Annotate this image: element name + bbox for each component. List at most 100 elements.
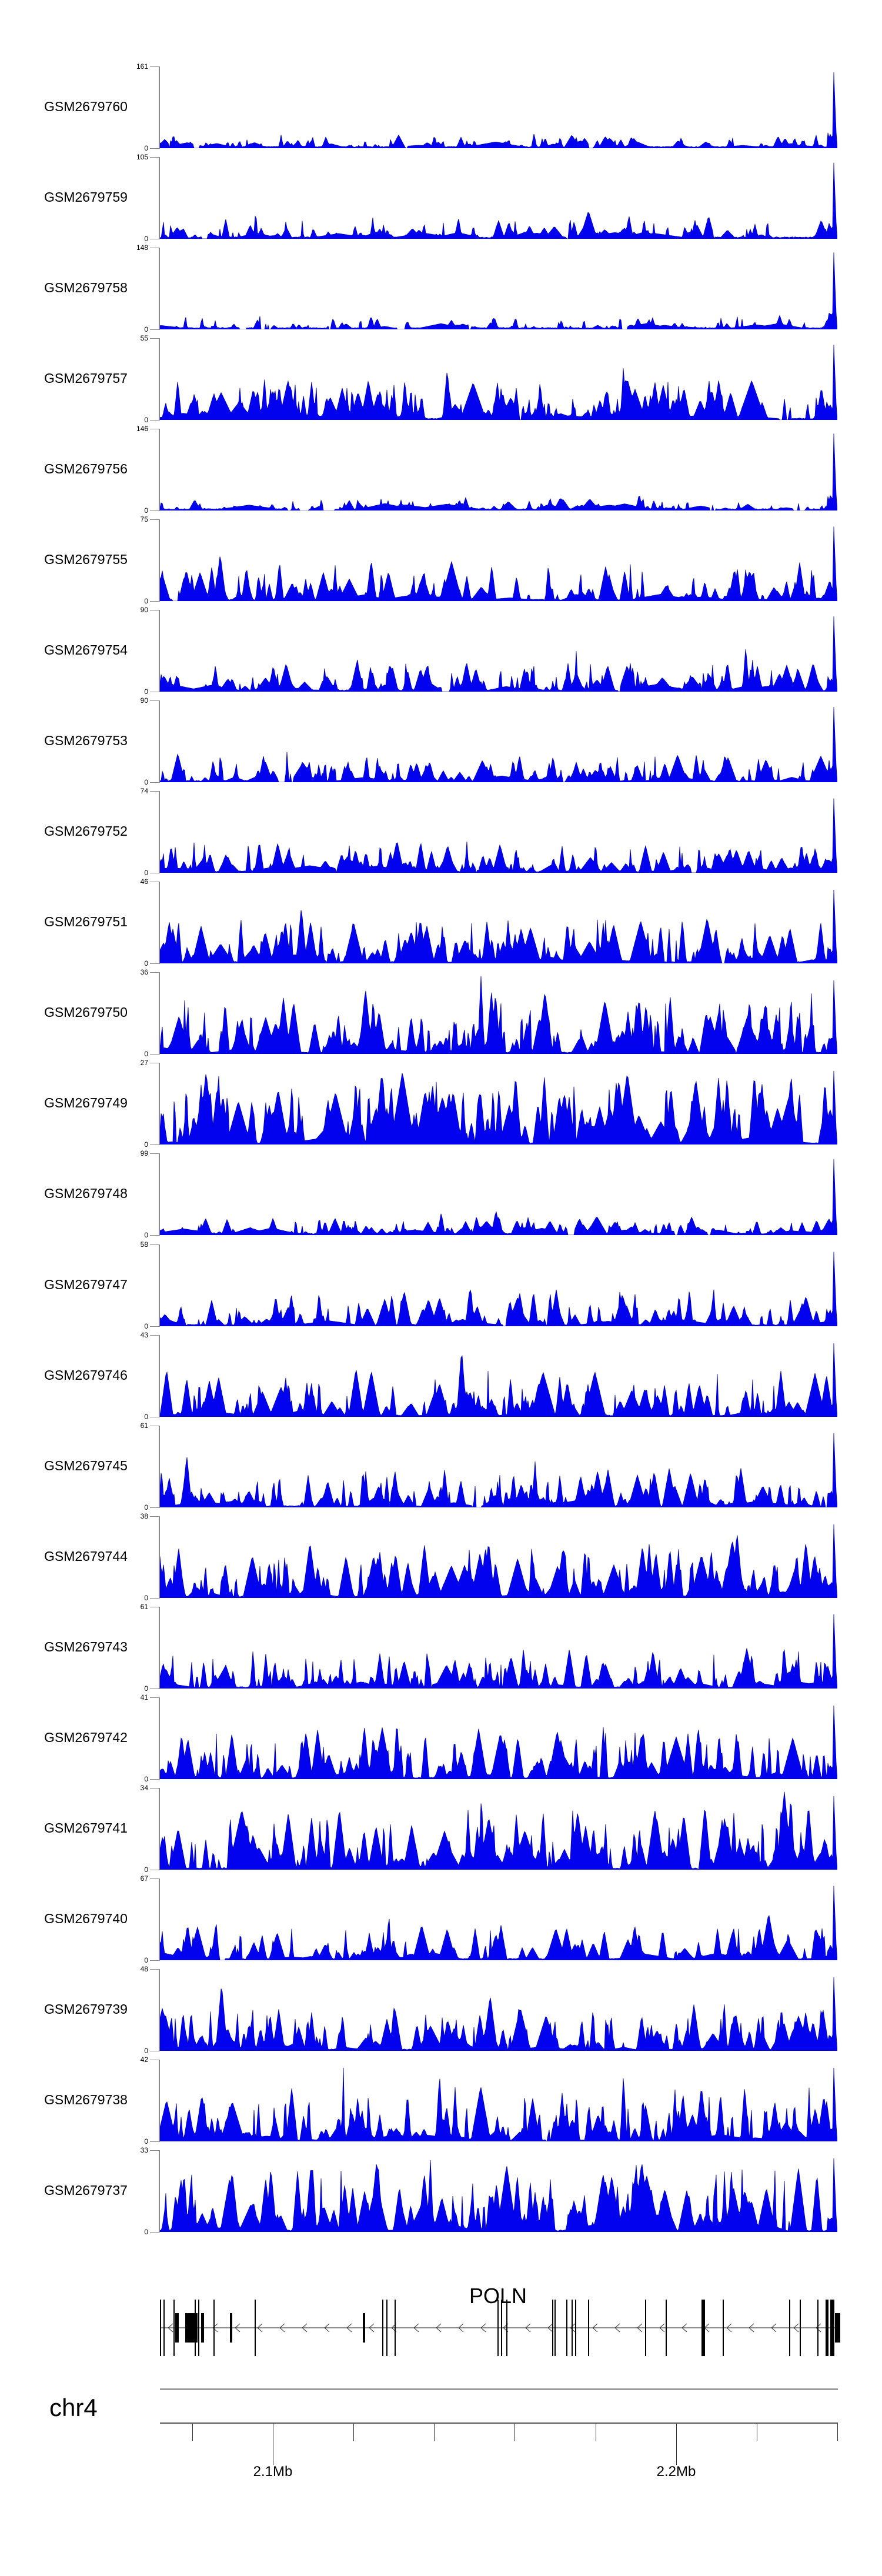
y-axis-line <box>159 610 160 692</box>
y-axis-max-label: 90 <box>140 606 148 614</box>
sample-label: GSM2679760 <box>44 99 128 114</box>
ruler-minor-tick <box>353 2424 354 2441</box>
y-axis-line <box>159 2060 160 2142</box>
track-row: GSM2679742 41 0 <box>0 1693 882 1788</box>
exon <box>826 2300 828 2356</box>
sample-label: GSM2679739 <box>44 2001 128 2017</box>
strand-arrow-icon <box>570 2323 576 2333</box>
exon <box>382 2300 383 2356</box>
y-axis-zero-tick <box>150 1779 159 1780</box>
strand-arrow-icon <box>257 2323 263 2333</box>
y-axis-zero-label: 0 <box>144 1866 148 1874</box>
sample-label: GSM2679751 <box>44 914 128 929</box>
exon <box>497 2300 499 2356</box>
ruler-major-label: 2.2Mb <box>656 2464 696 2480</box>
coverage-area <box>160 616 837 692</box>
exon <box>645 2300 646 2356</box>
y-axis-max-label: 67 <box>140 1874 148 1883</box>
y-axis-zero-label: 0 <box>144 778 148 786</box>
coverage-signal-plot <box>160 1252 837 1326</box>
strand-arrow-icon <box>212 2323 218 2333</box>
track-row: GSM2679739 48 0 <box>0 1965 882 2060</box>
coverage-area <box>160 433 837 510</box>
coverage-area <box>160 2067 837 2141</box>
coverage-area <box>160 1614 837 1689</box>
coverage-area <box>160 526 837 601</box>
y-axis-zero-tick <box>150 510 159 511</box>
y-axis-max-label: 34 <box>140 1784 148 1792</box>
coverage-area <box>160 345 837 420</box>
y-axis-zero-tick <box>150 1054 159 1055</box>
y-axis-max-label: 75 <box>140 515 148 523</box>
y-axis-line <box>159 700 160 783</box>
coverage-area <box>160 1159 837 1235</box>
track-row: GSM2679738 42 0 <box>0 2056 882 2150</box>
coverage-area <box>160 72 837 148</box>
sample-label: GSM2679741 <box>44 1820 128 1836</box>
coverage-signal-plot <box>160 1977 837 2051</box>
exon <box>363 2313 365 2343</box>
y-axis-line <box>159 1878 160 1961</box>
y-axis-max-label: 38 <box>140 1512 148 1520</box>
y-axis-top-tick <box>150 1516 159 1517</box>
y-axis-zero-label: 0 <box>144 1503 148 1511</box>
ruler-minor-tick <box>192 2424 193 2441</box>
coverage-signal-plot <box>160 1524 837 1598</box>
y-axis-zero-tick <box>150 1960 159 1961</box>
sample-label: GSM2679753 <box>44 733 128 748</box>
y-axis-max-label: 48 <box>140 1965 148 1973</box>
y-axis-zero-tick <box>150 782 159 783</box>
y-axis-top-tick <box>150 338 159 339</box>
exon <box>230 2313 232 2343</box>
strand-arrow-icon <box>480 2323 486 2333</box>
exon <box>386 2300 387 2356</box>
strand-arrow-icon <box>726 2323 732 2333</box>
y-axis-max-label: 99 <box>140 1149 148 1157</box>
strand-arrow-icon <box>525 2323 531 2333</box>
strand-arrow-icon <box>235 2323 240 2333</box>
coverage-signal-plot <box>160 707 837 782</box>
track-row: GSM2679758 148 0 <box>0 243 882 338</box>
y-axis-top-tick <box>150 519 159 520</box>
ruler-axis-line <box>160 2422 838 2424</box>
coverage-area <box>160 1977 837 2051</box>
exon <box>173 2300 175 2356</box>
coverage-area <box>160 976 837 1054</box>
y-axis-zero-tick <box>150 963 159 964</box>
y-axis-line <box>159 882 160 964</box>
coverage-signal-plot <box>160 616 837 692</box>
sample-label: GSM2679755 <box>44 552 128 567</box>
y-axis-max-label: 55 <box>140 334 148 342</box>
sample-label: GSM2679744 <box>44 1549 128 1564</box>
sample-label: GSM2679747 <box>44 1277 128 1292</box>
coverage-area <box>160 1070 837 1144</box>
coverage-area <box>160 162 837 239</box>
coverage-signal-plot <box>160 1343 837 1417</box>
y-axis-line <box>159 248 160 330</box>
sample-label: GSM2679754 <box>44 642 128 658</box>
strand-arrow-icon <box>637 2323 643 2333</box>
coverage-signal-plot <box>160 1159 837 1235</box>
exon <box>666 2300 667 2356</box>
y-axis-top-tick <box>150 972 159 973</box>
y-axis-max-label: 36 <box>140 968 148 976</box>
coverage-area <box>160 1705 837 1779</box>
coverage-signal-plot <box>160 1886 837 1960</box>
y-axis-zero-label: 0 <box>144 1322 148 1330</box>
y-axis-line <box>159 157 160 239</box>
y-axis-max-label: 61 <box>140 1603 148 1611</box>
y-axis-zero-label: 0 <box>144 688 148 696</box>
sample-label: GSM2679756 <box>44 461 128 476</box>
strand-arrow-icon <box>592 2323 598 2333</box>
y-axis-zero-label: 0 <box>144 506 148 515</box>
exon <box>501 2300 502 2356</box>
gene-annotation-track: POLN <box>0 2276 882 2370</box>
y-axis-zero-label: 0 <box>144 144 148 152</box>
y-axis-zero-label: 0 <box>144 959 148 967</box>
coverage-signal-plot <box>160 1070 837 1144</box>
y-axis-zero-label: 0 <box>144 1956 148 1964</box>
y-axis-max-label: 33 <box>140 2146 148 2154</box>
strand-arrow-icon <box>413 2323 419 2333</box>
y-axis-top-tick <box>150 791 159 792</box>
exon <box>575 2300 576 2356</box>
